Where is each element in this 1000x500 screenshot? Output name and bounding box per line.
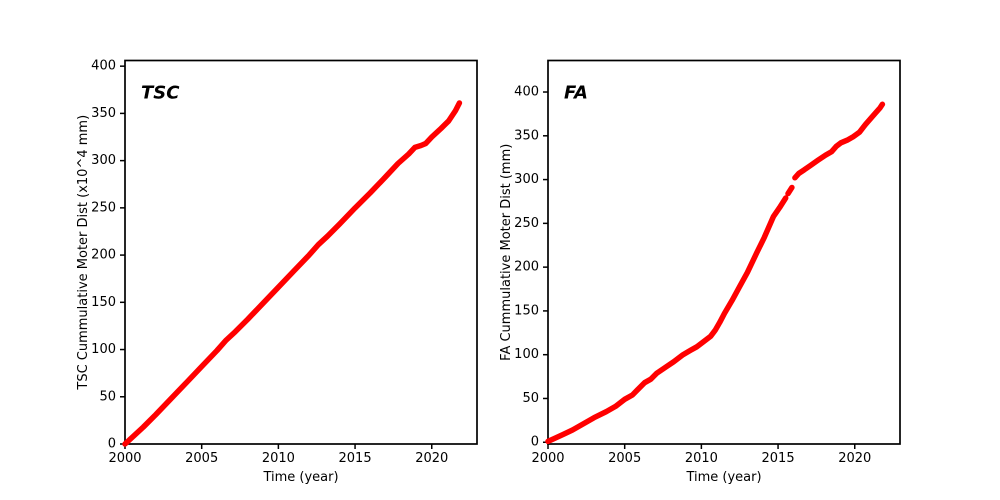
y-tick-label: 100 — [91, 342, 116, 357]
data-series — [122, 100, 463, 447]
panel-tag: TSC — [141, 83, 180, 104]
y-tick-label: 400 — [91, 59, 116, 74]
y-tick-label: 250 — [91, 200, 116, 215]
x-tick-label: 2005 — [608, 451, 641, 466]
y-tick-label: 50 — [522, 391, 539, 406]
y-tick-label: 250 — [514, 216, 539, 231]
plot-frame — [124, 59, 478, 445]
y-tick-label: 400 — [514, 85, 539, 100]
y-axis-label: FA Cummulative Moter Dist (mm) — [499, 144, 514, 361]
y-tick-label: 300 — [91, 153, 116, 168]
y-tick-label: 150 — [514, 303, 539, 318]
x-tick-label: 2020 — [838, 451, 871, 466]
y-tick-label: 0 — [108, 437, 116, 452]
data-series — [545, 101, 886, 445]
tsc-panel: 2000 2005 2010 2015 2020 0 50 100 150 200 250 300 35… — [76, 59, 478, 485]
x-tick-label: 2020 — [415, 451, 448, 466]
y-tick-label: 350 — [91, 106, 116, 121]
y-tick-label: 150 — [91, 295, 116, 310]
x-tick-label: 2000 — [108, 451, 141, 466]
y-tick-label: 200 — [91, 248, 116, 263]
y-axis-label: TSC Cummulative Moter Dist (x10^4 mm) — [76, 115, 91, 391]
y-tick-label: 0 — [531, 435, 539, 450]
x-tick-label: 2010 — [685, 451, 718, 466]
x-tick-label: 2000 — [531, 451, 564, 466]
plot-frame — [547, 59, 901, 445]
fa-panel: 2000 2005 2010 2015 2020 0 50 100 150 200 250 300 35… — [499, 59, 901, 485]
y-tick-label: 100 — [514, 347, 539, 362]
x-tick-label: 2010 — [262, 451, 295, 466]
x-axis-label: Time (year) — [685, 470, 761, 485]
panel-tag: FA — [564, 83, 588, 104]
y-tick-label: 300 — [514, 172, 539, 187]
y-tick-label: 200 — [514, 260, 539, 275]
x-tick-label: 2015 — [762, 451, 795, 466]
x-tick-label: 2015 — [339, 451, 372, 466]
y-tick-label: 350 — [514, 128, 539, 143]
x-tick-label: 2005 — [185, 451, 218, 466]
y-tick-label: 50 — [99, 389, 116, 404]
x-axis-label: Time (year) — [262, 470, 338, 485]
